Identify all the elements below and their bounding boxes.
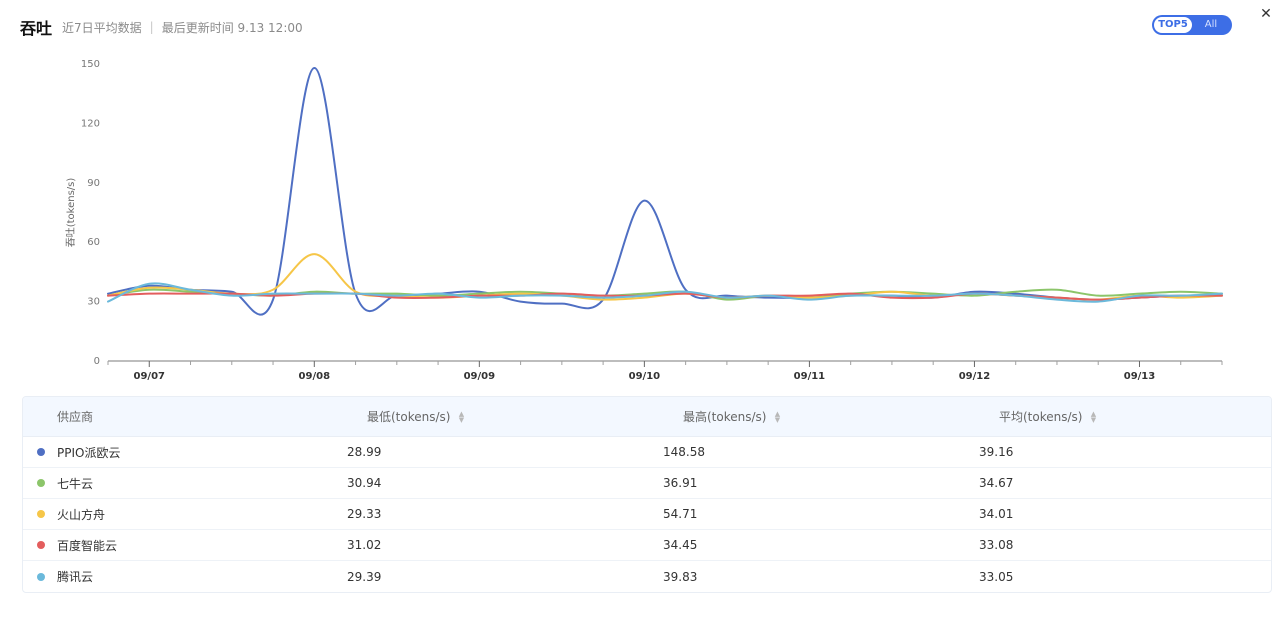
min-cell: 30.94: [347, 476, 382, 490]
subtitle-updated: 最后更新时间 9.13 12:00: [161, 20, 303, 35]
max-cell: 148.58: [663, 445, 705, 459]
x-axis: 09/07 09/08 09/09 09/10 09/11 09/12 09/13: [107, 360, 1223, 382]
table-row: 火山方舟 29.33 54.71 34.01: [23, 499, 1271, 530]
y-tick-label: 90: [87, 178, 100, 189]
table-header: 供应商 最低(tokens/s) ▲ ▼ 最高(tokens/s) ▲ ▼ 平均(t…: [23, 397, 1271, 437]
provider-cell: 七牛云: [37, 475, 347, 492]
series-lines: [107, 66, 1223, 316]
x-tick-label: 09/07: [134, 371, 166, 382]
col-avg-label: 平均(tokens/s): [999, 410, 1083, 424]
y-axis-label: 吞吐(tokens/s): [65, 178, 77, 248]
avg-cell: 39.16: [979, 445, 1014, 459]
series-color-dot: [37, 479, 45, 487]
subtitle-separator: |: [149, 20, 154, 34]
avg-cell: 33.08: [979, 538, 1014, 552]
series-color-dot: [37, 510, 45, 518]
x-tick-label: 09/13: [1124, 371, 1156, 382]
panel-header: 吞吐 近7日平均数据 | 最后更新时间 9.13 12:00: [20, 14, 1260, 40]
subtitle-range: 近7日平均数据: [62, 20, 142, 35]
provider-name: PPIO派欧云: [57, 445, 121, 460]
series-color-dot: [37, 572, 45, 581]
min-cell: 31.02: [347, 538, 382, 552]
col-min-label: 最低(tokens/s): [367, 410, 451, 424]
x-tick-label: 09/11: [794, 371, 826, 382]
max-cell: 36.91: [663, 476, 698, 490]
toggle-option-all[interactable]: All: [1204, 19, 1218, 30]
col-provider: 供应商: [57, 408, 367, 425]
min-cell: 28.99: [347, 445, 382, 459]
provider-cell: 百度智能云: [37, 537, 347, 554]
table-row: 七牛云 30.94 36.91 34.67: [23, 468, 1271, 499]
table-row: PPIO派欧云 28.99 148.58 39.16: [23, 437, 1271, 468]
x-tick-label: 09/10: [629, 371, 661, 382]
series-color-dot: [37, 541, 45, 549]
min-cell: 29.33: [347, 507, 382, 521]
table-row: 百度智能云 31.02 34.45 33.08: [23, 530, 1271, 561]
y-tick-label: 120: [81, 118, 100, 129]
provider-name: 百度智能云: [57, 538, 118, 553]
x-tick-label: 09/08: [299, 371, 331, 382]
table-row: 腾讯云 29.39 39.83 33.05: [23, 561, 1271, 592]
throughput-chart: 0 30 60 90 120 150 09/07 09/08 09/09 09/10 09/11 0…: [0, 48, 1280, 392]
max-cell: 54.71: [663, 507, 698, 521]
sort-icon[interactable]: ▲ ▼: [774, 409, 781, 424]
x-tick-label: 09/12: [959, 371, 991, 382]
avg-cell: 34.67: [979, 476, 1014, 490]
x-tick-label: 09/09: [464, 371, 496, 382]
provider-cell: PPIO派欧云: [37, 444, 347, 461]
sort-icon[interactable]: ▲ ▼: [458, 409, 465, 424]
provider-cell: 火山方舟: [37, 506, 347, 523]
y-tick-label: 0: [94, 356, 100, 367]
min-cell: 29.39: [347, 569, 382, 584]
table-body: PPIO派欧云 28.99 148.58 39.16 七牛云 30.94 36.…: [23, 437, 1271, 592]
series-line: [107, 282, 1223, 303]
panel-title: 吞吐: [20, 19, 53, 38]
max-cell: 39.83: [663, 569, 698, 584]
provider-name: 腾讯云: [57, 570, 94, 584]
max-cell: 34.45: [663, 538, 698, 552]
provider-name: 七牛云: [57, 476, 94, 491]
avg-cell: 33.05: [979, 569, 1014, 584]
top5-all-toggle[interactable]: TOP5 All: [1152, 15, 1232, 35]
col-max-label: 最高(tokens/s): [683, 410, 767, 424]
y-axis: 0 30 60 90 120 150: [81, 59, 100, 367]
close-icon[interactable]: ✕: [1260, 6, 1272, 22]
provider-cell: 腾讯云: [37, 568, 347, 585]
series-color-dot: [37, 448, 45, 456]
col-avg[interactable]: 平均(tokens/s) ▲ ▼: [999, 408, 1271, 425]
y-tick-label: 30: [87, 297, 100, 308]
sort-icon[interactable]: ▲ ▼: [1090, 409, 1097, 424]
col-max[interactable]: 最高(tokens/s) ▲ ▼: [683, 408, 999, 425]
provider-table: 供应商 最低(tokens/s) ▲ ▼ 最高(tokens/s) ▲ ▼ 平均(t…: [22, 396, 1272, 593]
toggle-option-top5[interactable]: TOP5: [1154, 17, 1192, 33]
y-tick-label: 60: [87, 237, 100, 248]
provider-name: 火山方舟: [57, 507, 106, 522]
series-line: [107, 66, 1223, 316]
y-tick-label: 150: [81, 59, 100, 70]
col-provider-label: 供应商: [57, 410, 94, 424]
col-min[interactable]: 最低(tokens/s) ▲ ▼: [367, 408, 683, 425]
avg-cell: 34.01: [979, 507, 1014, 521]
